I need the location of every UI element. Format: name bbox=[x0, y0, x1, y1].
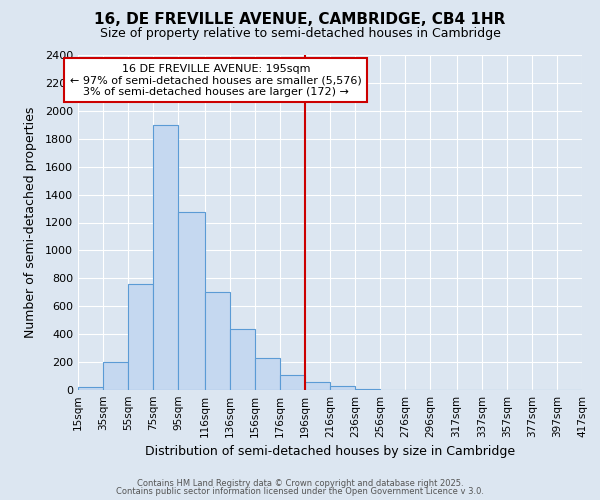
Bar bbox=[78, 386, 103, 390]
Bar bbox=[103, 362, 128, 390]
Bar bbox=[153, 125, 178, 390]
Y-axis label: Number of semi-detached properties: Number of semi-detached properties bbox=[23, 107, 37, 338]
Text: Contains public sector information licensed under the Open Government Licence v : Contains public sector information licen… bbox=[116, 487, 484, 496]
Text: 16, DE FREVILLE AVENUE, CAMBRIDGE, CB4 1HR: 16, DE FREVILLE AVENUE, CAMBRIDGE, CB4 1… bbox=[94, 12, 506, 28]
Bar bbox=[230, 330, 255, 390]
Bar bbox=[178, 212, 205, 390]
Text: Contains HM Land Registry data © Crown copyright and database right 2025.: Contains HM Land Registry data © Crown c… bbox=[137, 478, 463, 488]
Bar bbox=[255, 358, 280, 390]
Bar bbox=[330, 386, 355, 390]
Bar bbox=[280, 374, 305, 390]
X-axis label: Distribution of semi-detached houses by size in Cambridge: Distribution of semi-detached houses by … bbox=[145, 446, 515, 458]
Text: 16 DE FREVILLE AVENUE: 195sqm
← 97% of semi-detached houses are smaller (5,576)
: 16 DE FREVILLE AVENUE: 195sqm ← 97% of s… bbox=[70, 64, 362, 96]
Bar bbox=[355, 388, 380, 390]
Text: Size of property relative to semi-detached houses in Cambridge: Size of property relative to semi-detach… bbox=[100, 28, 500, 40]
Bar bbox=[205, 292, 230, 390]
Bar bbox=[305, 382, 330, 390]
Bar bbox=[128, 284, 153, 390]
